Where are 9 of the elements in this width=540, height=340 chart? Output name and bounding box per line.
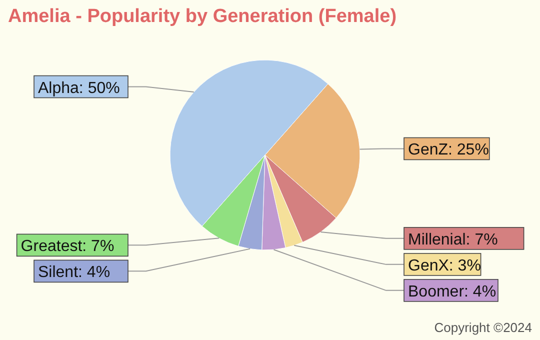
slice-label: GenZ: 25% bbox=[408, 142, 489, 159]
slice-label: Silent: 4% bbox=[38, 264, 110, 282]
chart-title: Amelia - Popularity by Generation (Female) bbox=[8, 6, 397, 27]
slice-label: GenX: 3% bbox=[408, 257, 481, 274]
slice-label: Boomer: 4% bbox=[408, 283, 496, 300]
text: Copyright ©2024 bbox=[434, 320, 532, 335]
slice-label: Alpha: 50% bbox=[38, 80, 120, 97]
slice-label: Greatest: 7% bbox=[20, 238, 114, 256]
slice-label: Millenial: 7% bbox=[408, 231, 498, 248]
